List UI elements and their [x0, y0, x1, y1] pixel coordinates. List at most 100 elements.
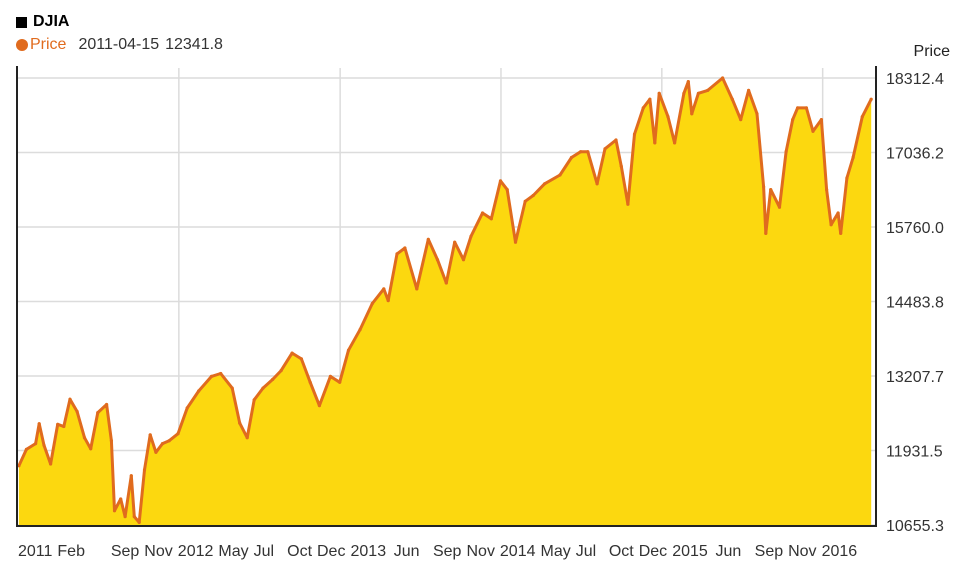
price-point — [129, 474, 133, 478]
x-tick-label: Dec — [317, 543, 345, 560]
chart-title: DJIA — [33, 13, 70, 30]
price-point — [154, 450, 158, 454]
price-point — [75, 409, 79, 414]
price-point — [42, 443, 46, 447]
price-point — [328, 374, 332, 378]
price-point — [839, 231, 843, 235]
price-point — [279, 369, 283, 373]
price-point — [461, 258, 466, 262]
x-tick-label: May — [218, 543, 248, 560]
price-point — [49, 462, 53, 466]
price-point — [56, 422, 60, 426]
x-tick-label: 2012 — [178, 543, 214, 560]
chart-header: DJIA Price 2011-04-15 12341.8 — [16, 12, 223, 56]
price-point — [238, 421, 242, 425]
price-point — [395, 252, 399, 256]
price-point — [523, 199, 527, 203]
price-point — [415, 287, 419, 291]
price-point — [784, 150, 788, 154]
x-tick-label: Jun — [394, 543, 420, 560]
price-point — [505, 188, 509, 192]
price-point — [338, 380, 342, 384]
price-point — [123, 515, 127, 519]
y-tick-label: 11931.5 — [886, 443, 943, 460]
x-tick-label: Jul — [254, 543, 274, 560]
price-point — [845, 176, 849, 180]
price-point — [142, 468, 147, 472]
price-area-fill — [18, 78, 872, 525]
price-point — [777, 205, 782, 209]
axes — [16, 66, 877, 527]
price-point — [603, 147, 607, 151]
price-point — [358, 328, 362, 332]
price-point — [37, 422, 41, 426]
price-point — [682, 91, 686, 95]
x-tick-label: 2011 — [18, 543, 53, 560]
price-point — [148, 433, 152, 437]
price-point — [543, 182, 547, 186]
price-point — [444, 281, 448, 285]
price-point — [762, 185, 766, 189]
legend-value: 12341.8 — [165, 36, 223, 53]
x-tick-label: Sep — [755, 543, 784, 560]
y-tick-label: 15760.0 — [886, 220, 944, 237]
x-tick-label: Dec — [639, 543, 667, 560]
price-point — [271, 377, 275, 381]
price-point — [819, 118, 824, 122]
price-point — [626, 202, 630, 206]
series-price[interactable] — [17, 76, 873, 525]
price-point — [469, 234, 473, 238]
price-point — [290, 351, 294, 355]
price-point — [82, 436, 87, 440]
price-point — [185, 406, 189, 410]
x-tick-label: Nov — [788, 543, 816, 560]
price-point — [317, 404, 321, 408]
price-point — [764, 231, 768, 235]
price-point — [261, 386, 265, 390]
price-point — [105, 402, 109, 407]
price-point — [209, 374, 214, 378]
y-tick-label: 10655.3 — [886, 518, 944, 535]
price-point — [513, 240, 518, 244]
x-tick-label: Oct — [287, 543, 312, 560]
price-point — [569, 155, 574, 160]
price-point — [230, 386, 234, 390]
x-tick-label: Sep — [433, 543, 462, 560]
price-point — [739, 118, 743, 122]
price-point — [825, 188, 829, 192]
price-point — [132, 515, 136, 519]
price-point — [498, 179, 503, 183]
y-tick-label: 14483.8 — [886, 295, 944, 312]
price-point — [370, 301, 374, 306]
price-point — [696, 91, 701, 95]
price-point — [586, 150, 590, 154]
price-point — [706, 88, 710, 92]
x-tick-label: Oct — [609, 543, 634, 560]
price-point — [176, 432, 180, 436]
price-point — [382, 287, 386, 291]
x-tick-label: 2016 — [822, 543, 858, 560]
price-point — [531, 193, 535, 198]
x-tick-label: Sep — [111, 543, 140, 560]
y-axis-label: Price — [914, 43, 951, 60]
price-point — [836, 211, 840, 215]
price-point — [160, 442, 165, 446]
price-point — [641, 106, 645, 110]
x-tick-label: Jun — [715, 543, 741, 560]
price-point — [346, 348, 351, 352]
x-tick-label: 2013 — [351, 543, 387, 560]
x-tick-label: Nov — [467, 543, 495, 560]
price-point — [860, 115, 864, 119]
y-tick-label: 17036.2 — [886, 146, 944, 163]
price-point — [796, 106, 800, 110]
price-point — [252, 398, 256, 402]
price-point — [119, 497, 123, 501]
legend-series-name[interactable]: Price — [30, 36, 67, 53]
price-point — [308, 380, 312, 384]
price-line[interactable] — [17, 76, 873, 524]
title-square-icon — [16, 16, 27, 28]
price-point — [403, 246, 407, 250]
price-point — [34, 442, 38, 446]
x-tick-label: Nov — [144, 543, 172, 560]
